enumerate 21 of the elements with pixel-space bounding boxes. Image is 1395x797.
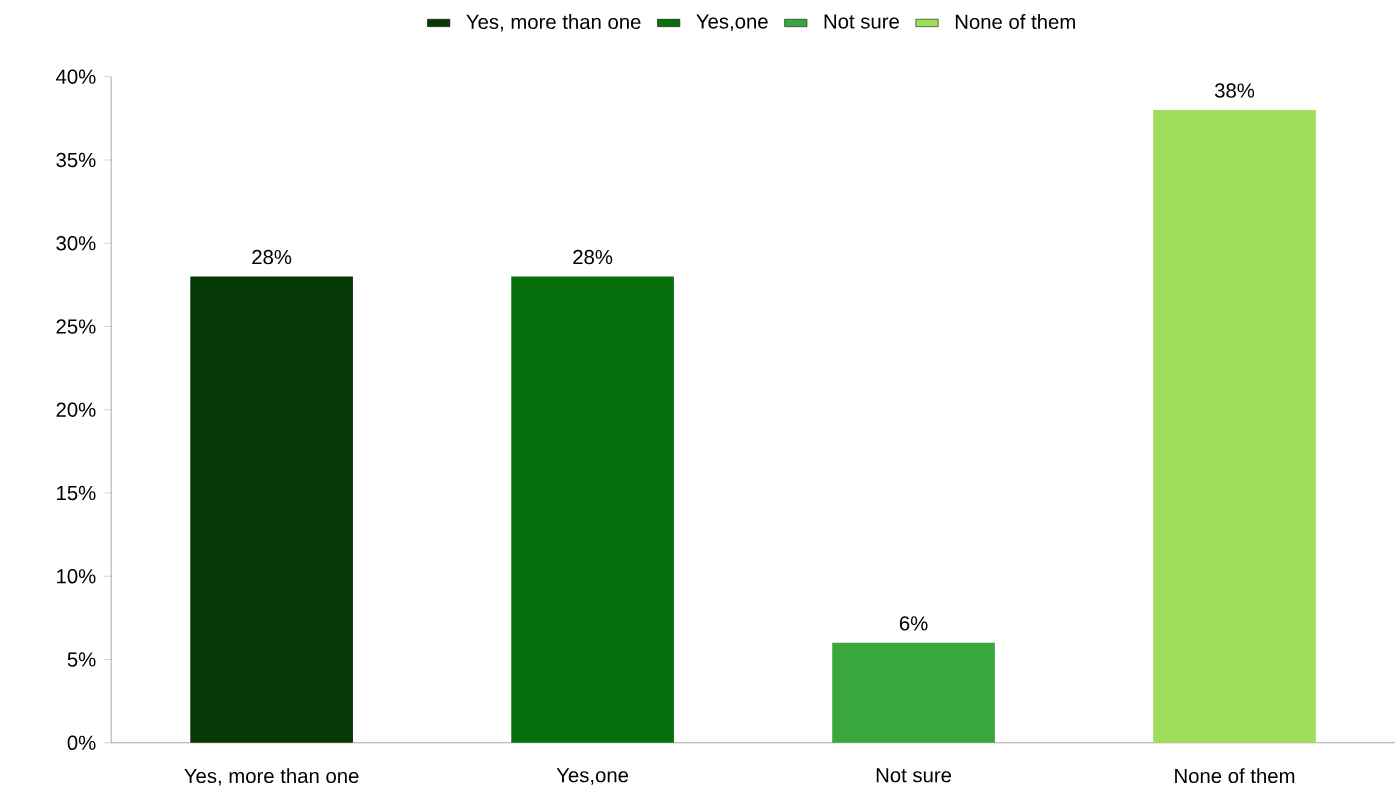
legend-label: Yes, more than one <box>466 14 641 32</box>
y-tick-label: 25% <box>56 319 96 334</box>
y-tick-label: 15% <box>57 485 96 501</box>
legend-label: None of them <box>955 14 1075 30</box>
x-tick-label: Yes, more than one <box>184 768 359 786</box>
legend-label: Not sure <box>824 14 899 29</box>
y-tick-label: 35% <box>56 152 96 168</box>
y-tick-label: 10% <box>57 569 96 584</box>
data-label: 28% <box>573 249 613 265</box>
y-tick-label: 20% <box>56 402 96 418</box>
data-label: 38% <box>1214 83 1255 98</box>
data-label: 28% <box>252 249 292 265</box>
data-label: 6% <box>899 616 928 631</box>
y-tick-label: 40% <box>56 69 96 84</box>
y-tick-label: 5% <box>67 652 96 667</box>
legend-label: Yes,one <box>696 14 768 32</box>
y-tick-label: 30% <box>56 236 96 251</box>
x-tick-label: None of them <box>1175 768 1295 784</box>
y-tick-label: 0% <box>67 735 96 751</box>
x-tick-label: Not sure <box>876 768 952 783</box>
x-tick-label: Yes,one <box>556 768 629 785</box>
